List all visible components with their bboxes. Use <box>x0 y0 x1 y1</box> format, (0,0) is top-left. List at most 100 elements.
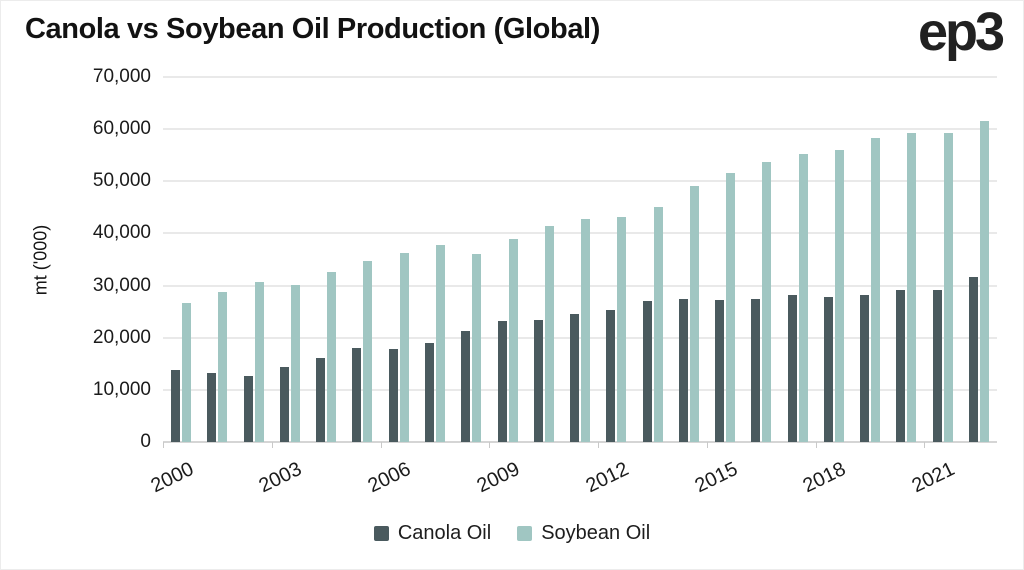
bar-soybean-oil-2014 <box>689 186 699 442</box>
x-axis-tick-2015 <box>706 442 708 448</box>
bar-canola-oil-2007 <box>424 343 434 442</box>
bar-group-2002 <box>236 77 272 442</box>
gridline-30000 <box>163 284 997 287</box>
legend-item-canola: Canola Oil <box>373 522 492 545</box>
bar-group-2003 <box>272 77 308 442</box>
bar-soybean-oil-2009 <box>508 239 518 442</box>
bar-soybean-oil-2004 <box>327 272 337 442</box>
bar-canola-oil-2000 <box>171 370 181 442</box>
bar-canola-oil-2015 <box>715 300 725 442</box>
bar-group-2015 <box>707 77 743 442</box>
bar-soybean-oil-2010 <box>544 226 554 442</box>
gridline-20000 <box>163 336 997 339</box>
bar-group-2009 <box>489 77 525 442</box>
bar-soybean-oil-2007 <box>435 245 445 442</box>
bar-soybean-oil-2011 <box>581 219 591 442</box>
bar-group-2013 <box>634 77 670 442</box>
legend-swatch-soybean <box>517 526 533 541</box>
bar-canola-oil-2006 <box>388 349 398 442</box>
bar-canola-oil-2013 <box>642 301 652 442</box>
x-axis-tick-2003 <box>271 442 273 448</box>
x-tick-label-2015: 2015 <box>691 458 741 498</box>
bar-canola-oil-2017 <box>787 295 797 442</box>
x-tick-label-2018: 2018 <box>799 458 850 498</box>
bar-canola-oil-2021 <box>932 290 942 442</box>
x-tick-label-2006: 2006 <box>364 458 415 498</box>
bar-canola-oil-2003 <box>279 367 289 442</box>
x-axis-tick-2006 <box>380 442 382 448</box>
x-axis-tick-2021 <box>924 442 926 448</box>
legend-swatch-canola <box>373 526 389 541</box>
bar-group-2000 <box>163 77 199 442</box>
bar-canola-oil-2002 <box>243 376 253 442</box>
bar-group-2021 <box>925 77 961 442</box>
bar-group-2019 <box>852 77 888 442</box>
bar-canola-oil-2022 <box>968 277 978 442</box>
bar-soybean-oil-2006 <box>399 253 409 442</box>
plot-area <box>163 76 997 448</box>
bar-soybean-oil-2021 <box>943 133 953 442</box>
bar-group-2011 <box>562 77 598 442</box>
y-tick-label-50000: 50,000 <box>92 170 151 192</box>
bar-canola-oil-2001 <box>207 373 217 442</box>
y-tick-label-60000: 60,000 <box>92 118 151 140</box>
bar-canola-oil-2005 <box>352 348 362 442</box>
gridline-10000 <box>163 388 997 391</box>
x-tick-label-2009: 2009 <box>473 458 524 498</box>
gridline-60000 <box>163 128 997 131</box>
x-tick-label-2000: 2000 <box>147 458 197 498</box>
bar-group-2004 <box>308 77 344 442</box>
bar-group-2022 <box>961 77 997 442</box>
bar-group-2014 <box>671 77 707 442</box>
legend-item-soybean: Soybean Oil <box>517 522 650 545</box>
y-tick-label-0: 0 <box>140 431 151 452</box>
bar-soybean-oil-2003 <box>290 285 300 442</box>
page-title: Canola vs Soybean Oil Production (Global… <box>25 13 600 45</box>
bar-group-2005 <box>344 77 380 442</box>
x-axis-tick-labels: 2000 2003 2006 2009 2012 2015 2018 2021 <box>147 442 997 512</box>
bar-group-2017 <box>780 77 816 442</box>
x-tick-label-2012: 2012 <box>582 458 632 498</box>
bar-canola-oil-2004 <box>316 358 326 442</box>
legend-label-canola: Canola Oil <box>397 522 492 544</box>
bar-canola-oil-2011 <box>570 314 580 442</box>
y-tick-label-30000: 30,000 <box>92 274 151 296</box>
bar-soybean-oil-2018 <box>834 150 844 442</box>
bar-canola-oil-2009 <box>497 321 507 442</box>
brand-logo: ep3 <box>917 2 1005 62</box>
bar-soybean-oil-2002 <box>254 282 264 442</box>
bar-group-2010 <box>526 77 562 442</box>
y-tick-label-70000: 70,000 <box>92 66 151 87</box>
bar-soybean-oil-2016 <box>762 162 772 442</box>
bars-layer <box>163 77 997 442</box>
bar-group-2020 <box>888 77 924 442</box>
bar-canola-oil-2010 <box>533 320 543 442</box>
bar-soybean-oil-2008 <box>472 254 482 442</box>
bar-group-2012 <box>598 77 634 442</box>
x-axis-tick-2000 <box>163 442 164 448</box>
bar-group-2001 <box>199 77 235 442</box>
bar-canola-oil-2012 <box>606 310 616 442</box>
bar-canola-oil-2018 <box>823 297 833 442</box>
x-axis-tick-2018 <box>815 442 817 448</box>
x-axis-tick-2009 <box>489 442 491 448</box>
bar-soybean-oil-2020 <box>907 133 917 442</box>
x-tick-label-2021: 2021 <box>908 458 959 498</box>
bar-soybean-oil-2000 <box>182 303 192 442</box>
legend-label-soybean: Soybean Oil <box>541 522 651 544</box>
bar-soybean-oil-2017 <box>798 154 808 442</box>
bar-canola-oil-2019 <box>860 295 870 442</box>
gridline-50000 <box>163 180 997 183</box>
bar-group-2016 <box>743 77 779 442</box>
bar-soybean-oil-2005 <box>363 261 373 442</box>
bar-group-2007 <box>417 77 453 442</box>
y-tick-label-40000: 40,000 <box>92 222 151 244</box>
bar-soybean-oil-2013 <box>653 207 663 442</box>
bar-canola-oil-2020 <box>896 290 906 442</box>
bar-soybean-oil-2022 <box>979 121 989 442</box>
bar-soybean-oil-2019 <box>871 138 881 442</box>
bar-soybean-oil-2001 <box>218 292 228 442</box>
x-tick-label-2003: 2003 <box>255 458 306 498</box>
gridline-40000 <box>163 232 997 235</box>
